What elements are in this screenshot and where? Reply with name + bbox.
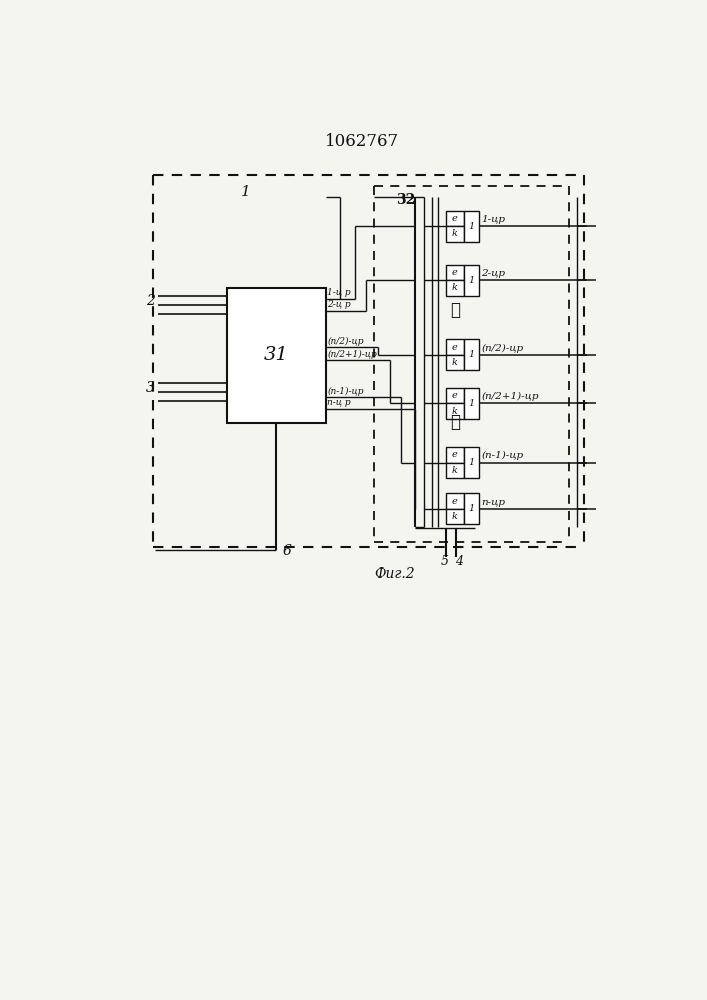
Bar xyxy=(464,339,479,370)
Text: 1062767: 1062767 xyxy=(325,133,399,150)
Text: 3: 3 xyxy=(146,381,155,395)
Text: (n/2)-цр: (n/2)-цр xyxy=(327,336,364,346)
Text: k: k xyxy=(452,358,457,367)
Text: (n/2)-цр: (n/2)-цр xyxy=(481,343,523,353)
Text: 1: 1 xyxy=(241,185,250,199)
Text: e: e xyxy=(452,391,457,400)
Bar xyxy=(464,388,479,419)
Text: 1: 1 xyxy=(468,458,474,467)
Text: 32: 32 xyxy=(396,193,416,207)
Text: (n/2+1)-цр: (n/2+1)-цр xyxy=(481,392,539,401)
Text: 1-ц р: 1-ц р xyxy=(327,288,351,297)
Text: 31: 31 xyxy=(264,346,289,364)
Bar xyxy=(446,493,464,509)
Text: 1: 1 xyxy=(468,222,474,231)
Text: e: e xyxy=(452,214,457,223)
Text: k: k xyxy=(452,466,457,475)
Text: k: k xyxy=(452,407,457,416)
Text: e: e xyxy=(452,497,457,506)
Bar xyxy=(446,463,464,478)
Text: ⋮: ⋮ xyxy=(450,302,460,319)
Text: 1: 1 xyxy=(468,350,474,359)
Bar xyxy=(446,226,464,242)
Text: 1: 1 xyxy=(468,399,474,408)
Bar xyxy=(464,493,479,524)
Bar xyxy=(464,447,479,478)
Bar xyxy=(446,339,464,355)
Bar xyxy=(464,211,479,242)
Text: e: e xyxy=(452,268,457,277)
Text: 2-ц р: 2-ц р xyxy=(327,300,351,309)
Text: 2: 2 xyxy=(146,294,155,308)
Bar xyxy=(446,403,464,419)
Bar xyxy=(464,265,479,296)
Text: 4: 4 xyxy=(455,555,463,568)
Bar xyxy=(227,288,326,423)
Bar xyxy=(446,211,464,226)
Text: (n-1)-цр: (n-1)-цр xyxy=(481,451,523,460)
Text: ⋮: ⋮ xyxy=(450,414,460,431)
Bar xyxy=(446,509,464,524)
Text: n-ц р: n-ц р xyxy=(327,398,351,407)
Text: Фиг.2: Фиг.2 xyxy=(374,567,414,581)
Bar xyxy=(446,265,464,280)
Text: 1: 1 xyxy=(468,276,474,285)
Text: 1: 1 xyxy=(468,504,474,513)
Bar xyxy=(446,355,464,370)
Text: (n/2+1)-цр: (n/2+1)-цр xyxy=(327,350,377,359)
Bar xyxy=(446,388,464,403)
Bar xyxy=(446,447,464,463)
Text: 6: 6 xyxy=(283,544,291,558)
Text: e: e xyxy=(452,450,457,459)
Text: e: e xyxy=(452,343,457,352)
Text: 5: 5 xyxy=(440,555,448,568)
Text: k: k xyxy=(452,283,457,292)
Text: k: k xyxy=(452,229,457,238)
Text: 1-цр: 1-цр xyxy=(481,215,506,224)
Text: n-цр: n-цр xyxy=(481,498,506,507)
Text: (n-1)-цр: (n-1)-цр xyxy=(327,387,364,396)
Text: 2-цр: 2-цр xyxy=(481,269,506,278)
Bar xyxy=(446,280,464,296)
Text: k: k xyxy=(452,512,457,521)
